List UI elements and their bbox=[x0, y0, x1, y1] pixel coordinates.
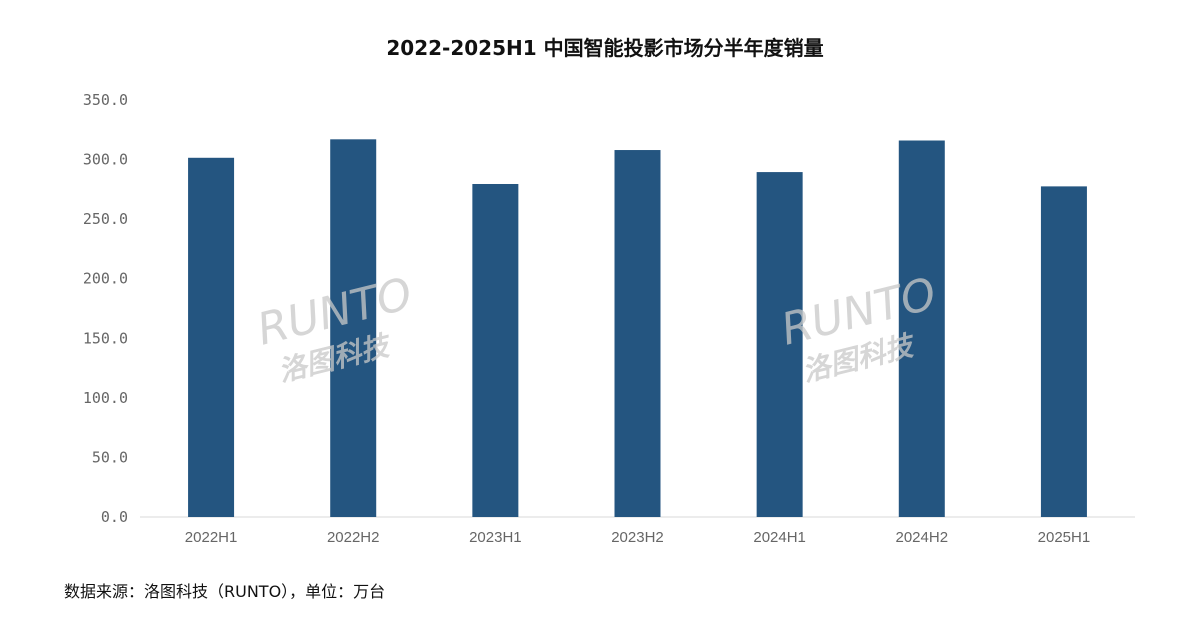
chart-title: 2022-2025H1 中国智能投影市场分半年度销量 bbox=[386, 36, 823, 60]
bar-2022H1 bbox=[188, 157, 235, 517]
x-tick-label: 2023H2 bbox=[611, 529, 664, 546]
bars bbox=[188, 139, 1087, 518]
x-tick-label: 2022H2 bbox=[327, 529, 380, 546]
watermark-logo: RUNTO 洛图科技 bbox=[252, 268, 417, 388]
bar-2025H1 bbox=[1040, 186, 1087, 517]
y-tick-label: 350.0 bbox=[83, 91, 128, 109]
x-tick-label: 2025H1 bbox=[1038, 529, 1091, 546]
bar-2024H2 bbox=[898, 140, 945, 517]
bar-2023H2 bbox=[614, 150, 661, 518]
y-tick-label: 100.0 bbox=[83, 389, 128, 407]
bar-2023H1 bbox=[472, 183, 519, 517]
x-tick-label: 2024H1 bbox=[753, 529, 806, 546]
x-tick-label: 2023H1 bbox=[469, 529, 522, 546]
y-tick-label: 250.0 bbox=[83, 210, 128, 228]
source-note: 数据来源：洛图科技（RUNTO），单位：万台 bbox=[64, 582, 386, 601]
y-tick-label: 300.0 bbox=[83, 151, 128, 169]
x-tick-label: 2024H2 bbox=[896, 529, 949, 546]
y-tick-label: 0.0 bbox=[101, 508, 128, 526]
x-tick-label: 2022H1 bbox=[185, 529, 238, 546]
x-axis-ticks: 2022H1 2022H2 2023H1 2023H2 2024H1 2024H2 2025… bbox=[185, 529, 1090, 546]
y-axis-ticks: 0.0 50.0 100.0 150.0 200.0 250.0 300.0 350.0 bbox=[83, 91, 128, 526]
bar-2024H1 bbox=[756, 172, 803, 517]
y-tick-label: 150.0 bbox=[83, 329, 128, 347]
y-tick-label: 50.0 bbox=[92, 448, 128, 466]
y-tick-label: 200.0 bbox=[83, 270, 128, 288]
bar-2022H2 bbox=[330, 139, 377, 517]
